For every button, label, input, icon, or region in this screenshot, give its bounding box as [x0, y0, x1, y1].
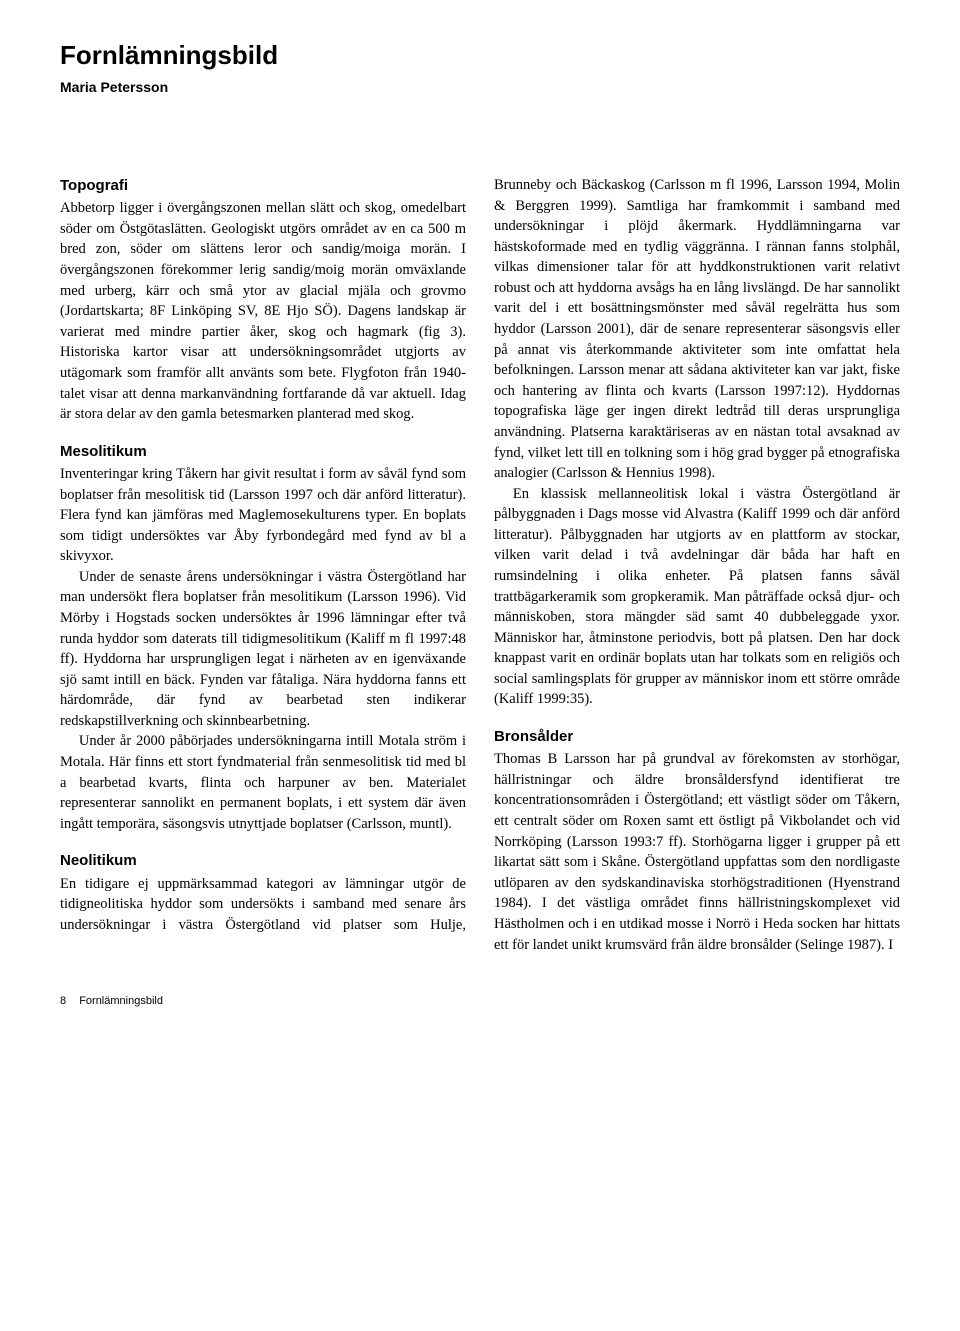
- heading-bronsalder: Bronsålder: [494, 726, 900, 747]
- page-title: Fornlämningsbild: [60, 40, 900, 71]
- footer-section-label: Fornlämningsbild: [79, 995, 163, 1007]
- author-name: Maria Petersson: [60, 79, 900, 95]
- paragraph: Under de senaste årens undersökningar i …: [60, 567, 466, 732]
- paragraph: Abbetorp ligger i övergångszonen mellan …: [60, 198, 466, 424]
- heading-neolitikum: Neolitikum: [60, 850, 466, 871]
- heading-mesolitikum: Mesolitikum: [60, 441, 466, 462]
- paragraph: En klassisk mellanneolitisk lokal i väst…: [494, 484, 900, 710]
- page-number: 8: [60, 995, 66, 1007]
- paragraph: Under år 2000 påbörjades undersökningarn…: [60, 731, 466, 834]
- heading-topografi: Topografi: [60, 175, 466, 196]
- paragraph: Thomas B Larsson har på grundval av före…: [494, 749, 900, 955]
- text-columns: Topografi Abbetorp ligger i övergångszon…: [60, 175, 900, 955]
- page-footer: 8 Fornlämningsbild: [60, 995, 900, 1007]
- paragraph: Inventeringar kring Tåkern har givit res…: [60, 464, 466, 567]
